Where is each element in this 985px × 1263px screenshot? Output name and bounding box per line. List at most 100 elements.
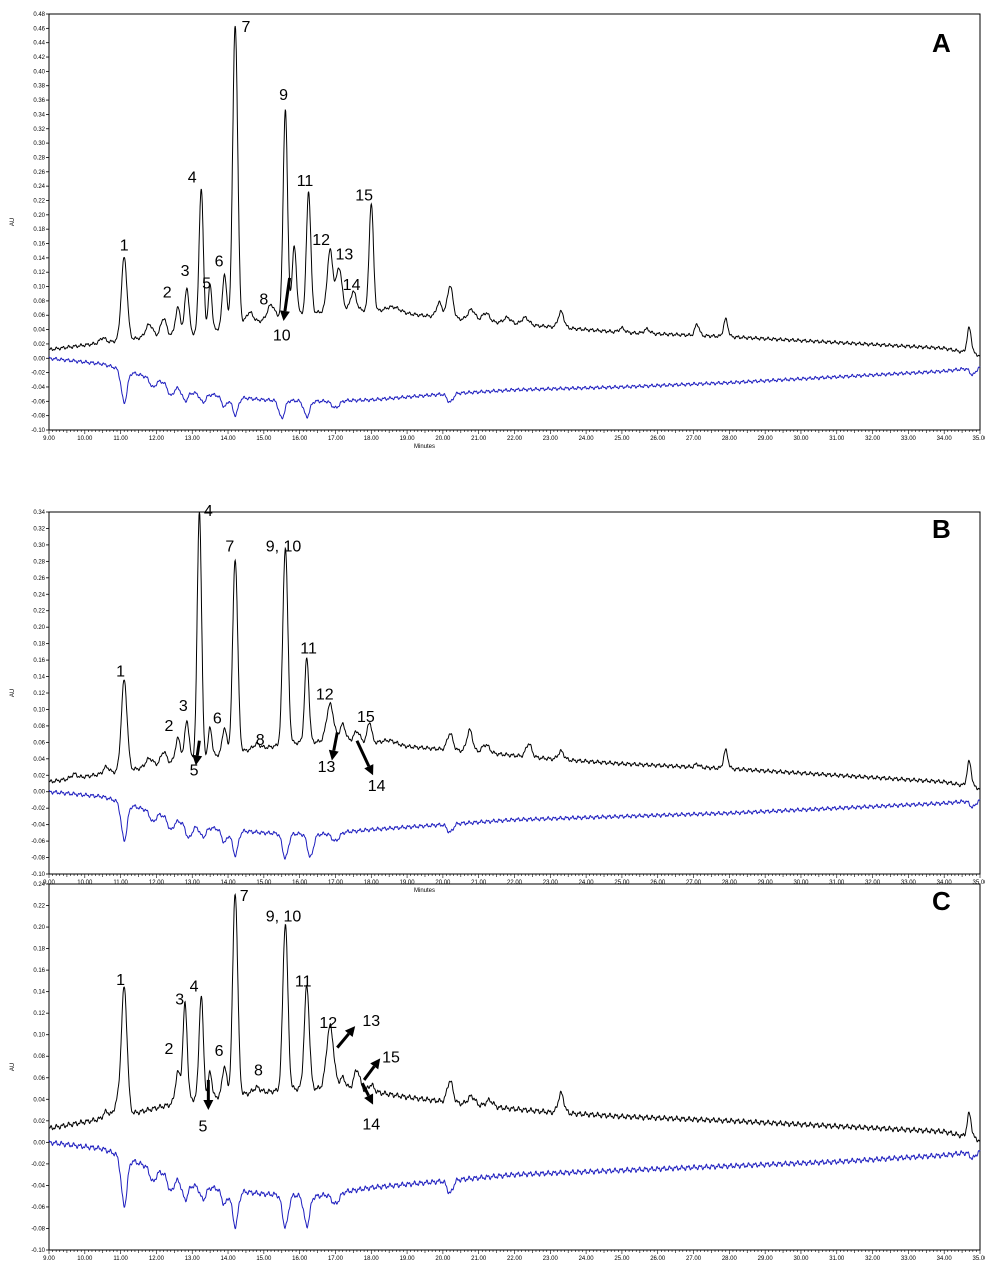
x-tick-label: 25.00 — [614, 880, 630, 886]
peak-label: 9, 10 — [266, 538, 302, 555]
x-tick-label: 35.00 — [972, 436, 985, 442]
panel-letter: C — [932, 886, 951, 916]
x-tick-label: 30.00 — [793, 436, 809, 442]
y-tick-label: 0.16 — [33, 968, 45, 974]
peak-label: 14 — [343, 277, 361, 294]
peak-label: 15 — [382, 1050, 400, 1067]
peak-label: 15 — [357, 709, 375, 726]
panel-letter: B — [932, 514, 951, 544]
x-tick-label: 22.00 — [507, 436, 523, 442]
arrow-head — [344, 1026, 356, 1037]
y-tick-label: 0.06 — [33, 1076, 45, 1082]
y-tick-label: 0.02 — [33, 773, 45, 779]
x-tick-label: 16.00 — [292, 436, 308, 442]
y-tick-label: 0.34 — [33, 112, 45, 118]
arrow-head — [203, 1100, 214, 1111]
x-tick-label: 31.00 — [829, 1256, 845, 1262]
x-tick-label: 20.00 — [435, 880, 451, 886]
peak-label: 10 — [273, 327, 291, 344]
y-tick-label: -0.04 — [31, 385, 45, 391]
y-axis-title: AU — [10, 689, 16, 697]
y-tick-label: 0.22 — [33, 609, 45, 615]
arrow-head — [364, 764, 374, 776]
x-tick-label: 19.00 — [400, 880, 416, 886]
y-tick-label: 0.02 — [33, 342, 45, 348]
panel-letter: A — [932, 28, 951, 58]
peak-label: 2 — [163, 284, 172, 301]
y-tick-label: 0.08 — [33, 1054, 45, 1060]
peak-label: 11 — [297, 173, 314, 190]
x-tick-label: 16.00 — [292, 880, 308, 886]
x-tick-label: 13.00 — [185, 880, 201, 886]
x-axis-title: Minutes — [414, 888, 435, 894]
trace-black — [48, 511, 981, 791]
x-tick-label: 34.00 — [937, 880, 953, 886]
y-tick-label: 0.16 — [33, 658, 45, 664]
peak-label: 2 — [165, 718, 174, 735]
peak-label: 14 — [368, 778, 386, 795]
x-tick-label: 16.00 — [292, 1256, 308, 1262]
arrow-head — [370, 1058, 381, 1070]
x-tick-label: 29.00 — [758, 436, 774, 442]
y-tick-label: 0.08 — [33, 299, 45, 305]
y-tick-label: 0.32 — [33, 127, 45, 133]
arrow — [336, 1032, 350, 1049]
y-tick-label: 0.12 — [33, 691, 45, 697]
peak-label: 12 — [312, 232, 330, 249]
x-tick-label: 19.00 — [400, 1256, 416, 1262]
y-tick-label: 0.10 — [33, 285, 45, 291]
x-tick-label: 33.00 — [901, 436, 917, 442]
y-tick-label: 0.04 — [33, 1097, 45, 1103]
arrow — [362, 1065, 376, 1081]
y-tick-label: 0.34 — [33, 510, 45, 516]
trace-blue — [48, 356, 981, 420]
peak-label: 6 — [213, 710, 222, 727]
peak-label: 3 — [181, 263, 190, 280]
peak-label: 6 — [215, 253, 224, 270]
x-tick-label: 14.00 — [221, 436, 237, 442]
peak-label: 4 — [188, 170, 197, 187]
x-tick-label: 30.00 — [793, 880, 809, 886]
y-tick-label: -0.04 — [31, 1183, 45, 1189]
arrow-head — [328, 749, 339, 761]
peak-label: 15 — [355, 187, 373, 204]
peak-label: 13 — [362, 1013, 380, 1030]
x-tick-label: 35.00 — [972, 1256, 985, 1262]
y-tick-label: 0.12 — [33, 1011, 45, 1017]
y-tick-label: -0.06 — [31, 399, 45, 405]
x-tick-label: 21.00 — [471, 1256, 487, 1262]
peak-label: 7 — [240, 888, 249, 905]
y-tick-label: -0.08 — [31, 856, 45, 862]
y-tick-label: -0.02 — [31, 371, 45, 377]
trace-black — [48, 25, 981, 357]
x-tick-label: 21.00 — [471, 436, 487, 442]
x-tick-label: 29.00 — [758, 1256, 774, 1262]
y-tick-label: 0.14 — [33, 675, 45, 681]
y-tick-label: 0.26 — [33, 170, 45, 176]
y-tick-label: -0.02 — [31, 1162, 45, 1168]
y-tick-label: -0.10 — [31, 428, 45, 434]
y-tick-label: 0.22 — [33, 198, 45, 204]
x-tick-label: 19.00 — [400, 436, 416, 442]
y-tick-label: 0.24 — [33, 592, 45, 598]
peak-label: 4 — [190, 979, 199, 996]
x-tick-label: 20.00 — [435, 1256, 451, 1262]
y-tick-label: 0.14 — [33, 256, 45, 262]
x-tick-label: 23.00 — [543, 1256, 559, 1262]
x-tick-label: 9.00 — [43, 880, 55, 886]
x-tick-label: 12.00 — [149, 436, 165, 442]
peak-label: 11 — [300, 641, 317, 658]
chromatogram-panel-b: -0.10 -0.08 -0.06 -0.04 -0.02 0.00 0.02 0.04 0.0… — [0, 498, 985, 894]
x-tick-label: 17.00 — [328, 1256, 344, 1262]
y-tick-label: -0.02 — [31, 806, 45, 812]
peak-label: 8 — [259, 291, 268, 308]
x-tick-label: 18.00 — [364, 1256, 380, 1262]
y-tick-label: -0.06 — [31, 839, 45, 845]
x-tick-label: 24.00 — [579, 880, 595, 886]
y-tick-label: 0.18 — [33, 227, 45, 233]
y-tick-label: 0.02 — [33, 1119, 45, 1125]
y-tick-label: 0.20 — [33, 213, 45, 219]
chromatogram-panel-a: -0.10 -0.08 -0.06 -0.04 -0.02 0.00 0.02 0.04 0.0… — [0, 0, 985, 450]
x-tick-label: 13.00 — [185, 436, 201, 442]
x-tick-label: 22.00 — [507, 880, 523, 886]
